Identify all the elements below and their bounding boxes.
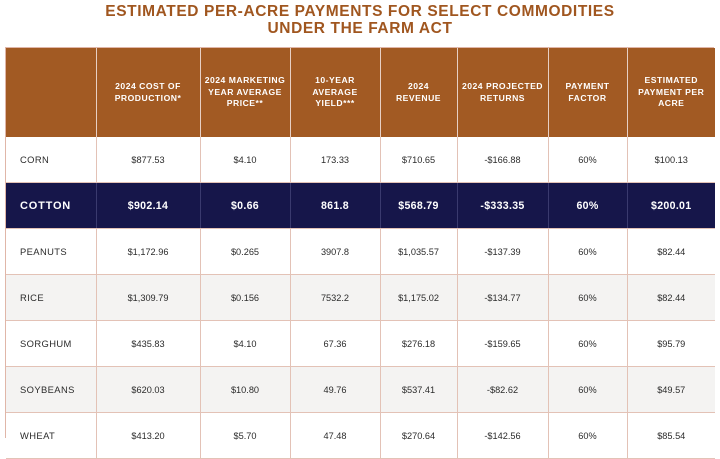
commodity-name: CORN xyxy=(6,137,97,183)
page-title: ESTIMATED PER-ACRE PAYMENTS FOR SELECT C… xyxy=(0,3,720,37)
cost-cell: $435.83 xyxy=(96,320,201,367)
payments-table: 2024 COST OF PRODUCTION* 2024 MARKETING … xyxy=(5,47,715,459)
returns-cell: -$82.62 xyxy=(457,366,549,413)
header-revenue: 2024 REVENUE xyxy=(380,48,458,137)
revenue-cell: $710.65 xyxy=(380,137,458,183)
table-row-cotton: COTTON $902.14 $0.66 861.8 $568.79 -$333… xyxy=(6,182,715,229)
commodity-name: SOYBEANS xyxy=(6,366,97,413)
revenue-cell: $537.41 xyxy=(380,366,458,413)
table-row-sorghum: SORGHUM $435.83 $4.10 67.36 $276.18 -$15… xyxy=(6,320,715,367)
returns-cell: -$159.65 xyxy=(457,320,549,367)
header-commodity xyxy=(6,48,97,137)
header-projected-returns: 2024 PROJECTED RETURNS xyxy=(457,48,549,137)
commodity-name: SORGHUM xyxy=(6,320,97,367)
yield-cell: 47.48 xyxy=(290,412,381,459)
cost-cell: $902.14 xyxy=(96,182,201,229)
factor-cell: 60% xyxy=(548,182,628,229)
payment-cell: $49.57 xyxy=(627,366,715,413)
returns-cell: -$333.35 xyxy=(457,182,549,229)
price-cell: $0.265 xyxy=(200,228,291,275)
factor-cell: 60% xyxy=(548,137,628,183)
cost-cell: $1,172.96 xyxy=(96,228,201,275)
cost-cell: $877.53 xyxy=(96,137,201,183)
factor-cell: 60% xyxy=(548,366,628,413)
price-cell: $5.70 xyxy=(200,412,291,459)
revenue-cell: $568.79 xyxy=(380,182,458,229)
commodity-name: COTTON xyxy=(6,182,97,229)
cost-cell: $1,309.79 xyxy=(96,274,201,321)
price-cell: $4.10 xyxy=(200,320,291,367)
revenue-cell: $276.18 xyxy=(380,320,458,367)
price-cell: $10.80 xyxy=(200,366,291,413)
yield-cell: 67.36 xyxy=(290,320,381,367)
cost-cell: $413.20 xyxy=(96,412,201,459)
table-row-peanuts: PEANUTS $1,172.96 $0.265 3907.8 $1,035.5… xyxy=(6,228,715,275)
returns-cell: -$134.77 xyxy=(457,274,549,321)
payment-cell: $82.44 xyxy=(627,274,715,321)
commodity-name: WHEAT xyxy=(6,412,97,459)
table-row-corn: CORN $877.53 $4.10 173.33 $710.65 -$166.… xyxy=(6,137,715,183)
payment-cell: $200.01 xyxy=(627,182,715,229)
price-cell: $4.10 xyxy=(200,137,291,183)
yield-cell: 49.76 xyxy=(290,366,381,413)
title-line-2: UNDER THE FARM ACT xyxy=(267,20,453,37)
factor-cell: 60% xyxy=(548,412,628,459)
table-row-soybeans: SOYBEANS $620.03 $10.80 49.76 $537.41 -$… xyxy=(6,366,715,413)
header-average-yield: 10-YEAR AVERAGE YIELD*** xyxy=(290,48,381,137)
yield-cell: 7532.2 xyxy=(290,274,381,321)
factor-cell: 60% xyxy=(548,320,628,367)
revenue-cell: $1,035.57 xyxy=(380,228,458,275)
payment-cell: $82.44 xyxy=(627,228,715,275)
table-row-wheat: WHEAT $413.20 $5.70 47.48 $270.64 -$142.… xyxy=(6,412,715,459)
table-row-rice: RICE $1,309.79 $0.156 7532.2 $1,175.02 -… xyxy=(6,274,715,321)
header-cost-of-production: 2024 COST OF PRODUCTION* xyxy=(96,48,201,137)
returns-cell: -$137.39 xyxy=(457,228,549,275)
payment-cell: $95.79 xyxy=(627,320,715,367)
payment-cell: $100.13 xyxy=(627,137,715,183)
yield-cell: 861.8 xyxy=(290,182,381,229)
header-payment-factor: PAYMENT FACTOR xyxy=(548,48,628,137)
table-header-row: 2024 COST OF PRODUCTION* 2024 MARKETING … xyxy=(6,48,715,137)
cost-cell: $620.03 xyxy=(96,366,201,413)
factor-cell: 60% xyxy=(548,228,628,275)
yield-cell: 3907.8 xyxy=(290,228,381,275)
factor-cell: 60% xyxy=(548,274,628,321)
returns-cell: -$142.56 xyxy=(457,412,549,459)
title-line-1: ESTIMATED PER-ACRE PAYMENTS FOR SELECT C… xyxy=(105,3,615,20)
revenue-cell: $1,175.02 xyxy=(380,274,458,321)
commodity-name: PEANUTS xyxy=(6,228,97,275)
price-cell: $0.66 xyxy=(200,182,291,229)
payment-cell: $85.54 xyxy=(627,412,715,459)
returns-cell: -$166.88 xyxy=(457,137,549,183)
header-payment-per-acre: ESTIMATED PAYMENT PER ACRE xyxy=(627,48,715,137)
commodity-name: RICE xyxy=(6,274,97,321)
header-marketing-year-price: 2024 MARKETING YEAR AVERAGE PRICE** xyxy=(200,48,291,137)
yield-cell: 173.33 xyxy=(290,137,381,183)
price-cell: $0.156 xyxy=(200,274,291,321)
revenue-cell: $270.64 xyxy=(380,412,458,459)
